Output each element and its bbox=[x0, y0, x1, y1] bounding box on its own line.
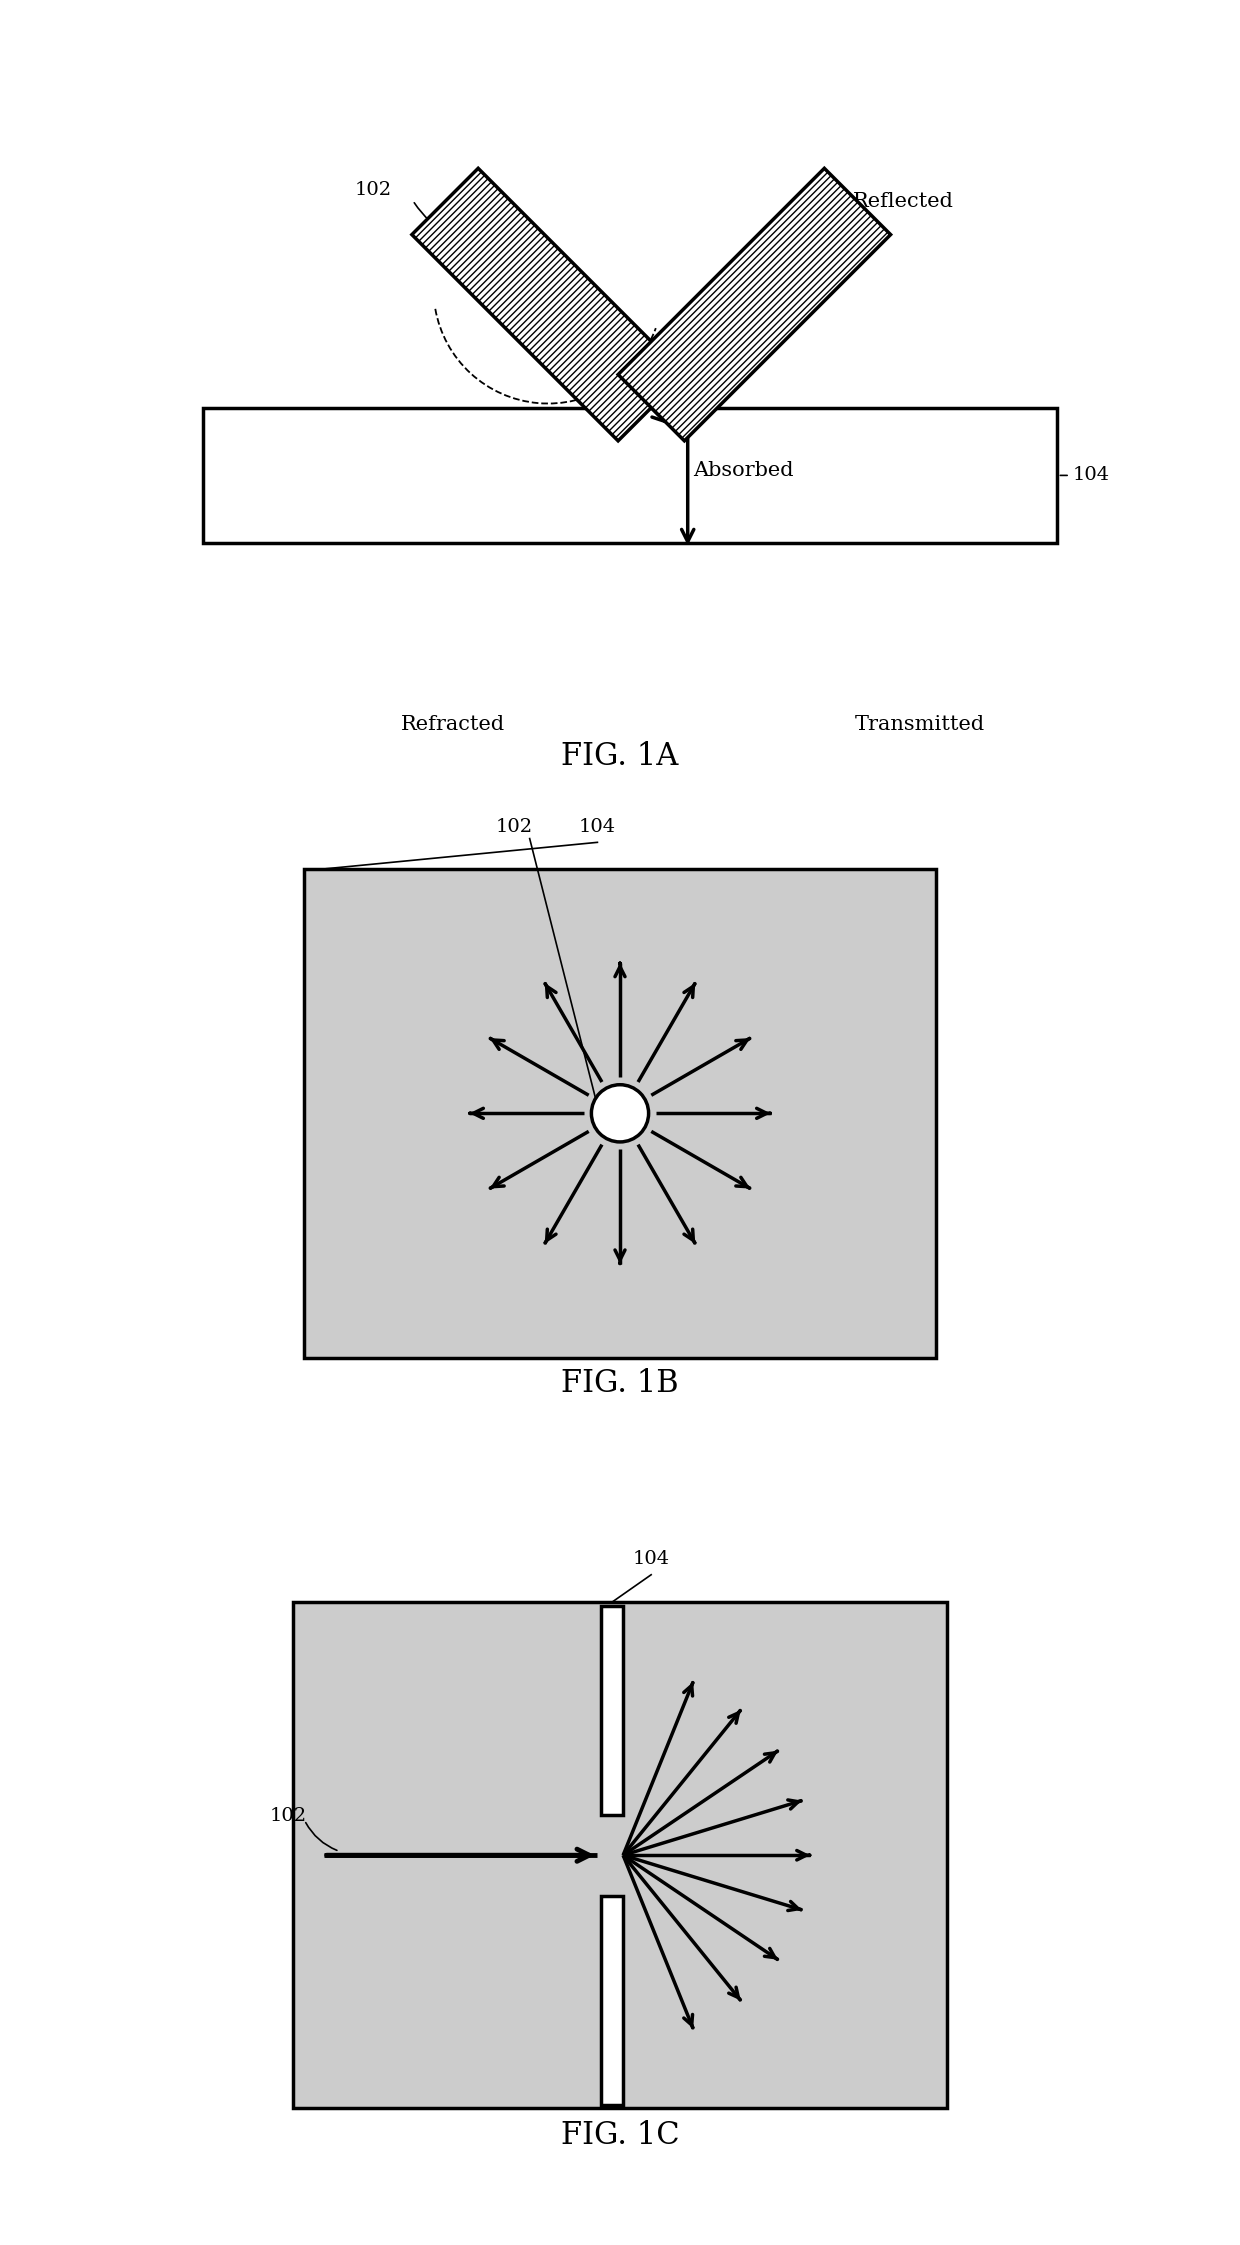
Bar bbox=[601, 1605, 624, 1814]
Text: Reflected: Reflected bbox=[853, 193, 954, 211]
Text: Absorbed: Absorbed bbox=[693, 460, 794, 480]
Text: 104: 104 bbox=[579, 817, 616, 837]
Text: 102: 102 bbox=[269, 1807, 306, 1825]
Text: FIG. 1B: FIG. 1B bbox=[562, 1369, 678, 1399]
Polygon shape bbox=[412, 168, 684, 440]
Text: 102: 102 bbox=[355, 182, 392, 200]
Bar bbox=[304, 869, 936, 1358]
Circle shape bbox=[591, 1084, 649, 1143]
Text: FIG. 1C: FIG. 1C bbox=[560, 2119, 680, 2151]
Text: 102: 102 bbox=[496, 817, 533, 837]
Text: 104: 104 bbox=[632, 1549, 670, 1569]
Bar bbox=[601, 1895, 624, 2104]
Text: Refracted: Refracted bbox=[402, 714, 506, 734]
Text: FIG. 1A: FIG. 1A bbox=[562, 741, 678, 772]
Bar bbox=[293, 1603, 947, 2108]
Text: Transmitted: Transmitted bbox=[854, 714, 985, 734]
Polygon shape bbox=[618, 168, 890, 440]
Text: 104: 104 bbox=[1073, 467, 1110, 485]
Bar bbox=[203, 409, 1058, 543]
